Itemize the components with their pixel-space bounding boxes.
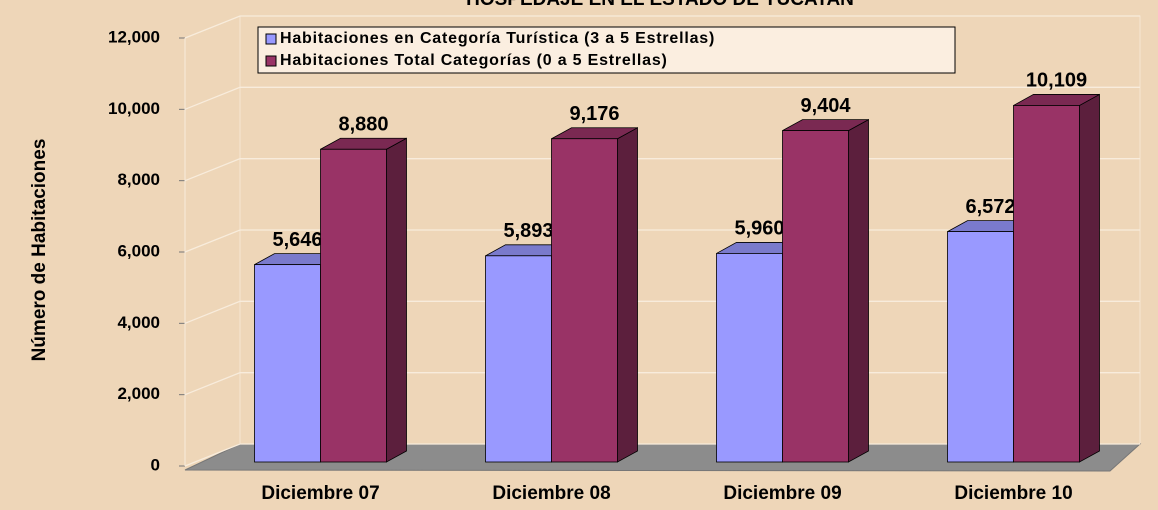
y-tick-label: 10,000 (108, 99, 160, 118)
data-label: 5,960 (734, 218, 784, 240)
data-label: 10,109 (1026, 70, 1087, 92)
y-tick-label: 0 (151, 455, 160, 474)
grid-line (184, 86, 1140, 110)
x-tick-label: Diciembre 08 (492, 483, 610, 504)
bar (947, 231, 1014, 463)
chart-title: HOSPEDAJE EN EL ESTADO DE YUCATAN (466, 0, 854, 10)
bar (320, 148, 387, 463)
data-label: 5,893 (503, 220, 553, 242)
legend-label: Habitaciones en Categoría Turística (3 a… (280, 30, 715, 47)
bar (254, 264, 321, 463)
data-label: 9,176 (569, 103, 619, 125)
data-label: 5,646 (272, 229, 322, 251)
bar-side (386, 137, 407, 463)
data-label: 9,404 (800, 95, 851, 117)
bar (716, 253, 783, 463)
x-tick-label: Diciembre 09 (723, 483, 841, 504)
legend-swatch (265, 33, 277, 45)
data-label: 8,880 (338, 114, 388, 136)
y-axis-label: Número de Habitaciones (29, 139, 50, 362)
x-tick-label: Diciembre 07 (261, 483, 379, 504)
bar (551, 138, 618, 463)
bar (1013, 105, 1080, 463)
x-tick-label: Diciembre 10 (954, 483, 1072, 504)
y-tick-label: 8,000 (117, 170, 160, 189)
data-label: 6,572 (965, 196, 1015, 218)
bar (485, 255, 552, 463)
bar (782, 130, 849, 463)
y-tick-label: 4,000 (117, 313, 160, 332)
legend-label: Habitaciones Total Categorías (0 a 5 Est… (280, 52, 668, 69)
y-tick-label: 6,000 (117, 241, 160, 260)
bar-side (1079, 93, 1100, 463)
legend (257, 26, 956, 74)
grid-line (184, 15, 1140, 39)
legend-swatch (265, 55, 277, 67)
y-tick-label: 2,000 (117, 384, 160, 403)
bar-side (617, 127, 638, 463)
bar-side (848, 118, 869, 463)
y-tick-label: 12,000 (108, 27, 160, 46)
